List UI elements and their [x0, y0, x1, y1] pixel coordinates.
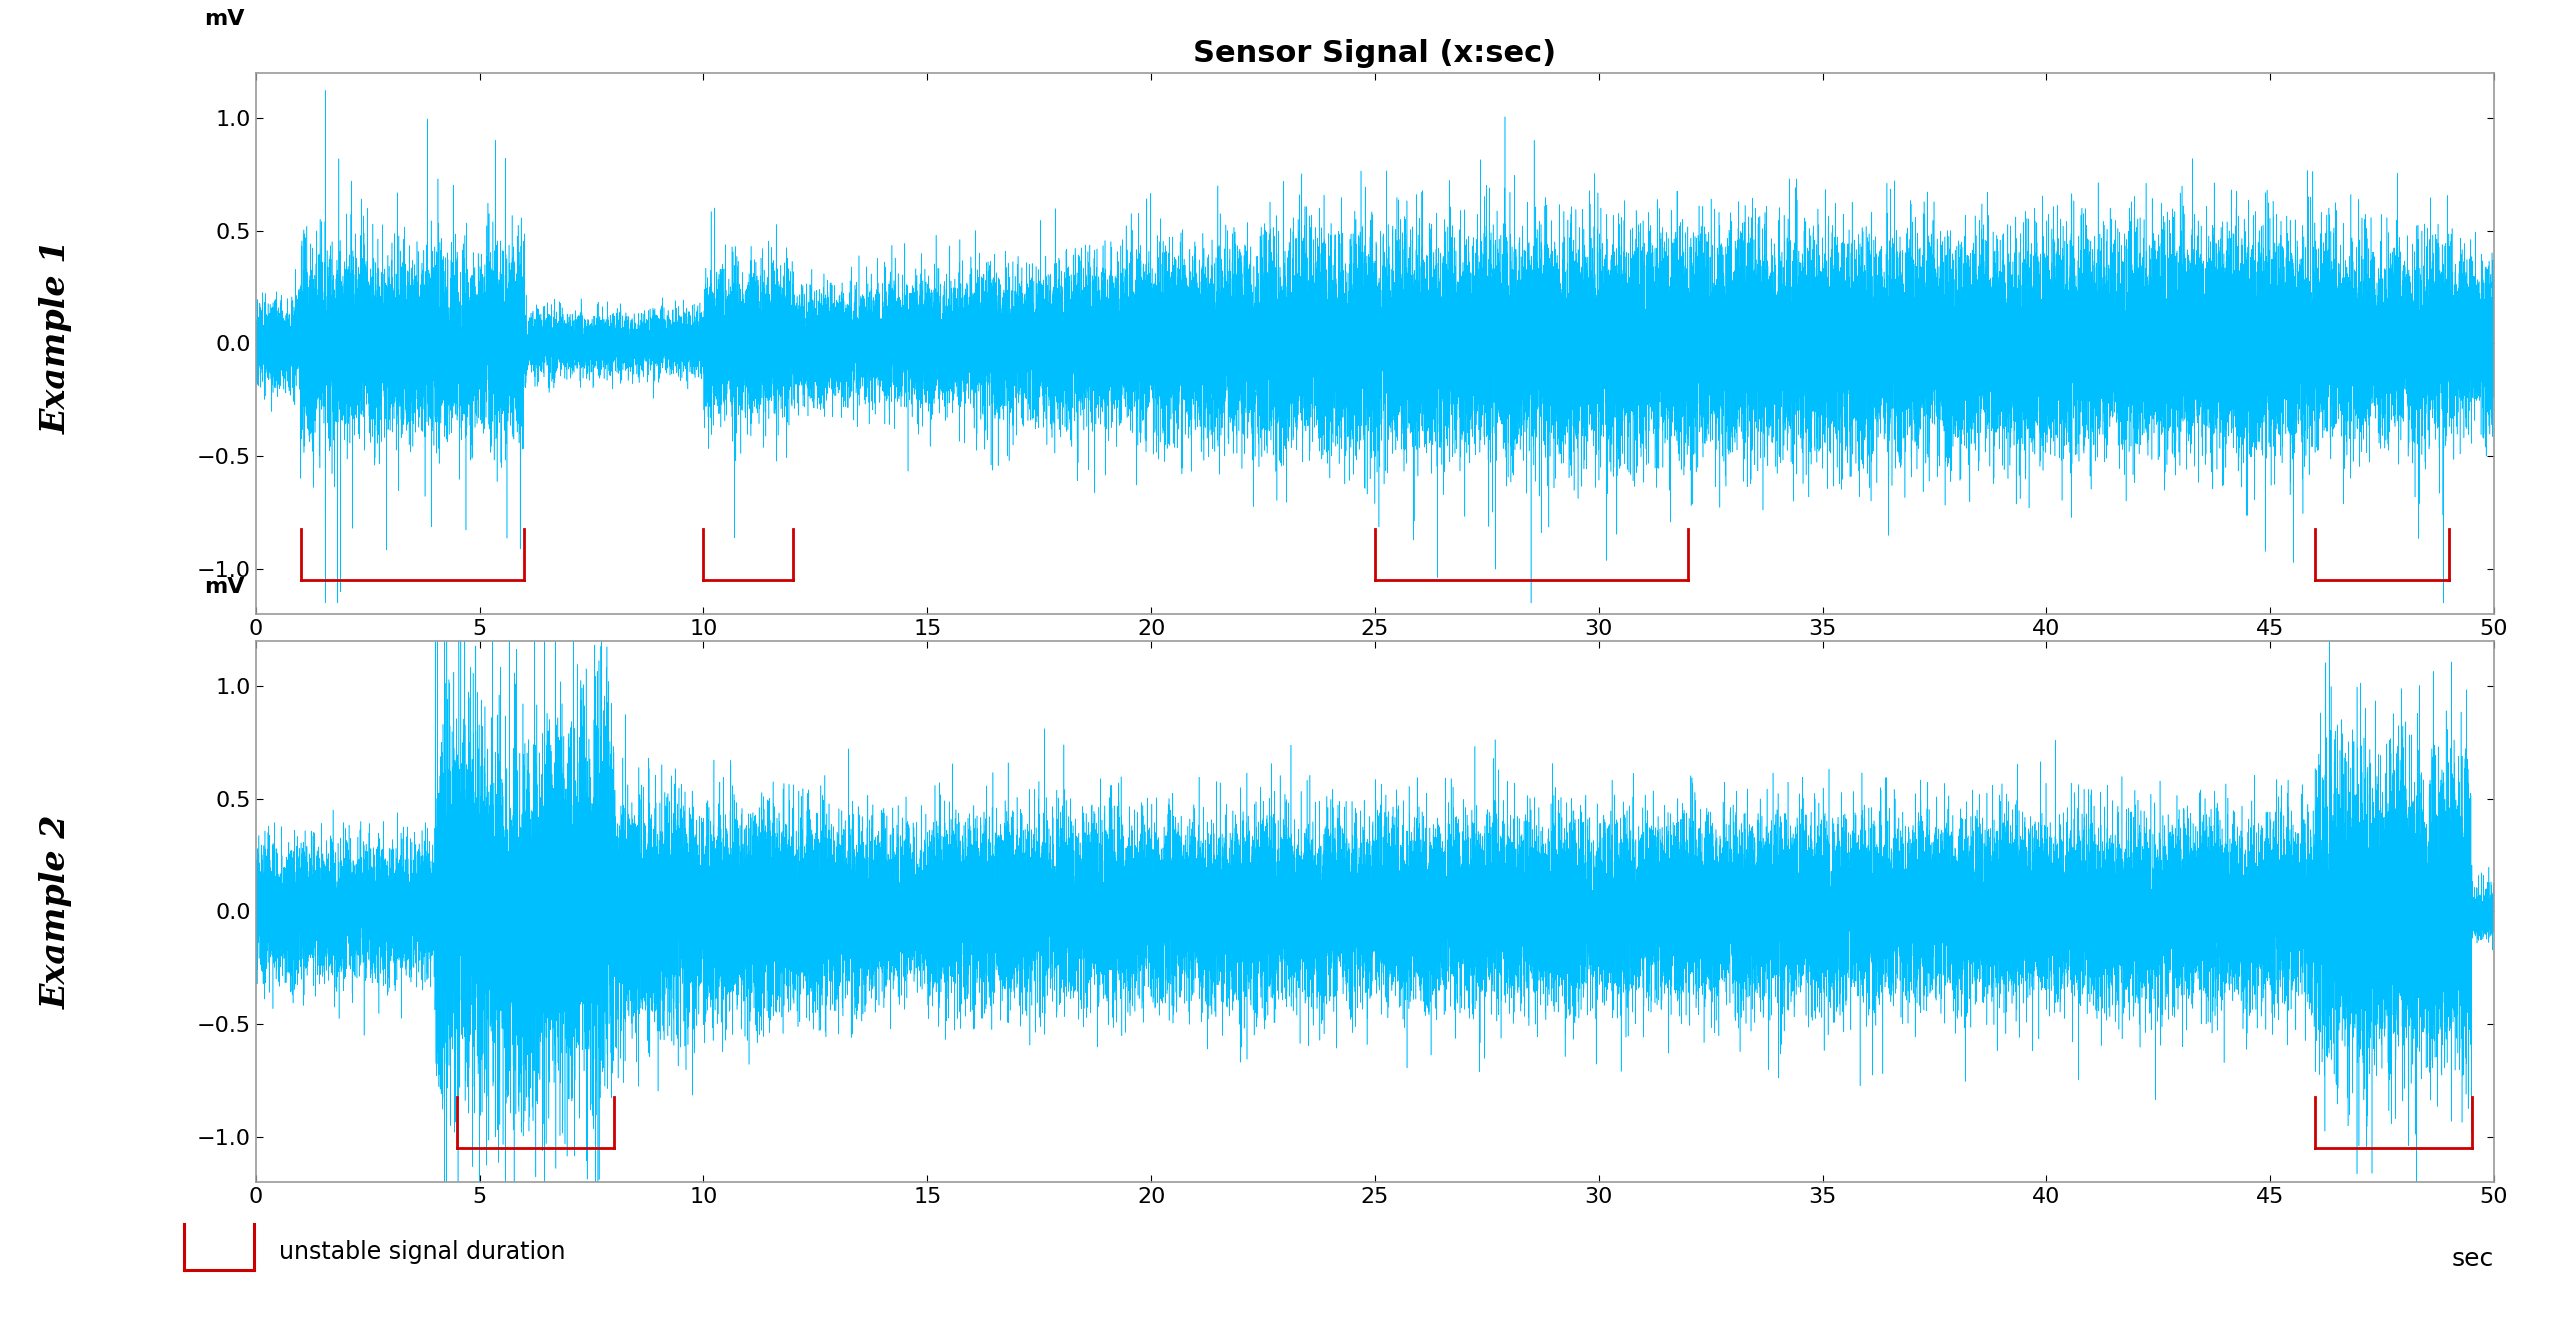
- Text: sec: sec: [2451, 679, 2494, 703]
- Text: Example 2: Example 2: [41, 814, 72, 1009]
- Title: Sensor Signal (x:sec): Sensor Signal (x:sec): [1195, 38, 1555, 67]
- Text: Example 1: Example 1: [41, 239, 72, 435]
- Text: sec: sec: [2451, 1247, 2494, 1271]
- Text: mV: mV: [205, 577, 246, 597]
- Text: unstable signal duration: unstable signal duration: [279, 1239, 565, 1264]
- Text: mV: mV: [205, 9, 246, 29]
